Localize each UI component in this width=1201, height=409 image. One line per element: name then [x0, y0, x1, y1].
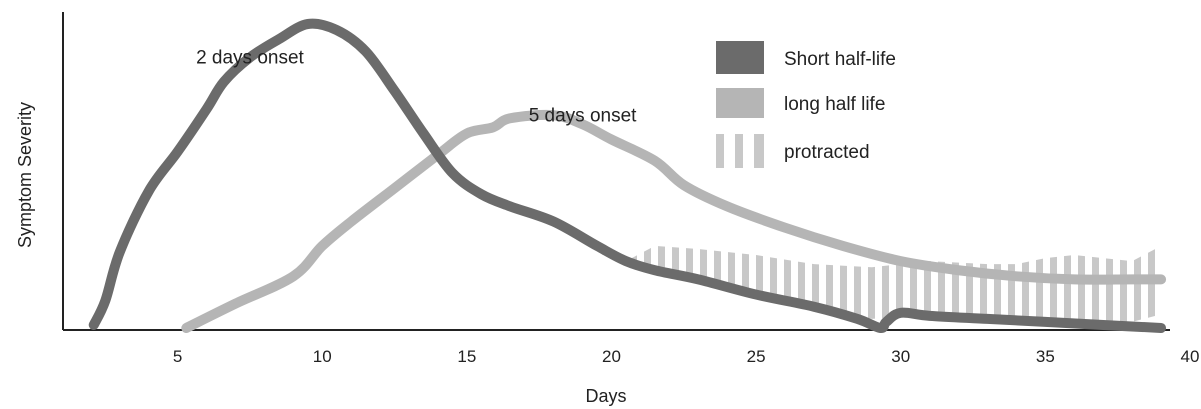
x-tick-label: 25	[747, 347, 766, 366]
x-tick-label: 40	[1181, 347, 1200, 366]
legend-label-protracted: protracted	[784, 142, 870, 163]
series-protracted-area	[625, 245, 1156, 322]
y-axis-title: Symptom Severity	[15, 102, 35, 248]
x-axis-title: Days	[585, 386, 626, 406]
annotation-2-days-onset: 2 days onset	[196, 48, 304, 69]
x-tick-label: 30	[891, 347, 910, 366]
annotation-5-days-onset: 5 days onset	[529, 105, 637, 126]
series-short-half-life-line	[88, 18, 1167, 334]
x-tick-label: 35	[1036, 347, 1055, 366]
x-tick-labels: 5 10 15 20 25 30 35 40	[173, 347, 1200, 366]
legend-swatch-long-half-life	[716, 88, 764, 118]
legend-swatch-short-half-life	[716, 41, 764, 74]
legend-swatch-protracted	[716, 134, 764, 168]
x-tick-label: 15	[457, 347, 476, 366]
legend: Short half-life long half life protracte…	[716, 41, 896, 168]
legend-label-long-half-life: long half life	[784, 94, 885, 115]
series-long-half-life-line	[181, 109, 1167, 333]
series-layer	[88, 18, 1167, 334]
x-tick-label: 10	[313, 347, 332, 366]
x-tick-label: 20	[602, 347, 621, 366]
x-tick-label: 5	[173, 347, 182, 366]
legend-label-short-half-life: Short half-life	[784, 49, 896, 70]
